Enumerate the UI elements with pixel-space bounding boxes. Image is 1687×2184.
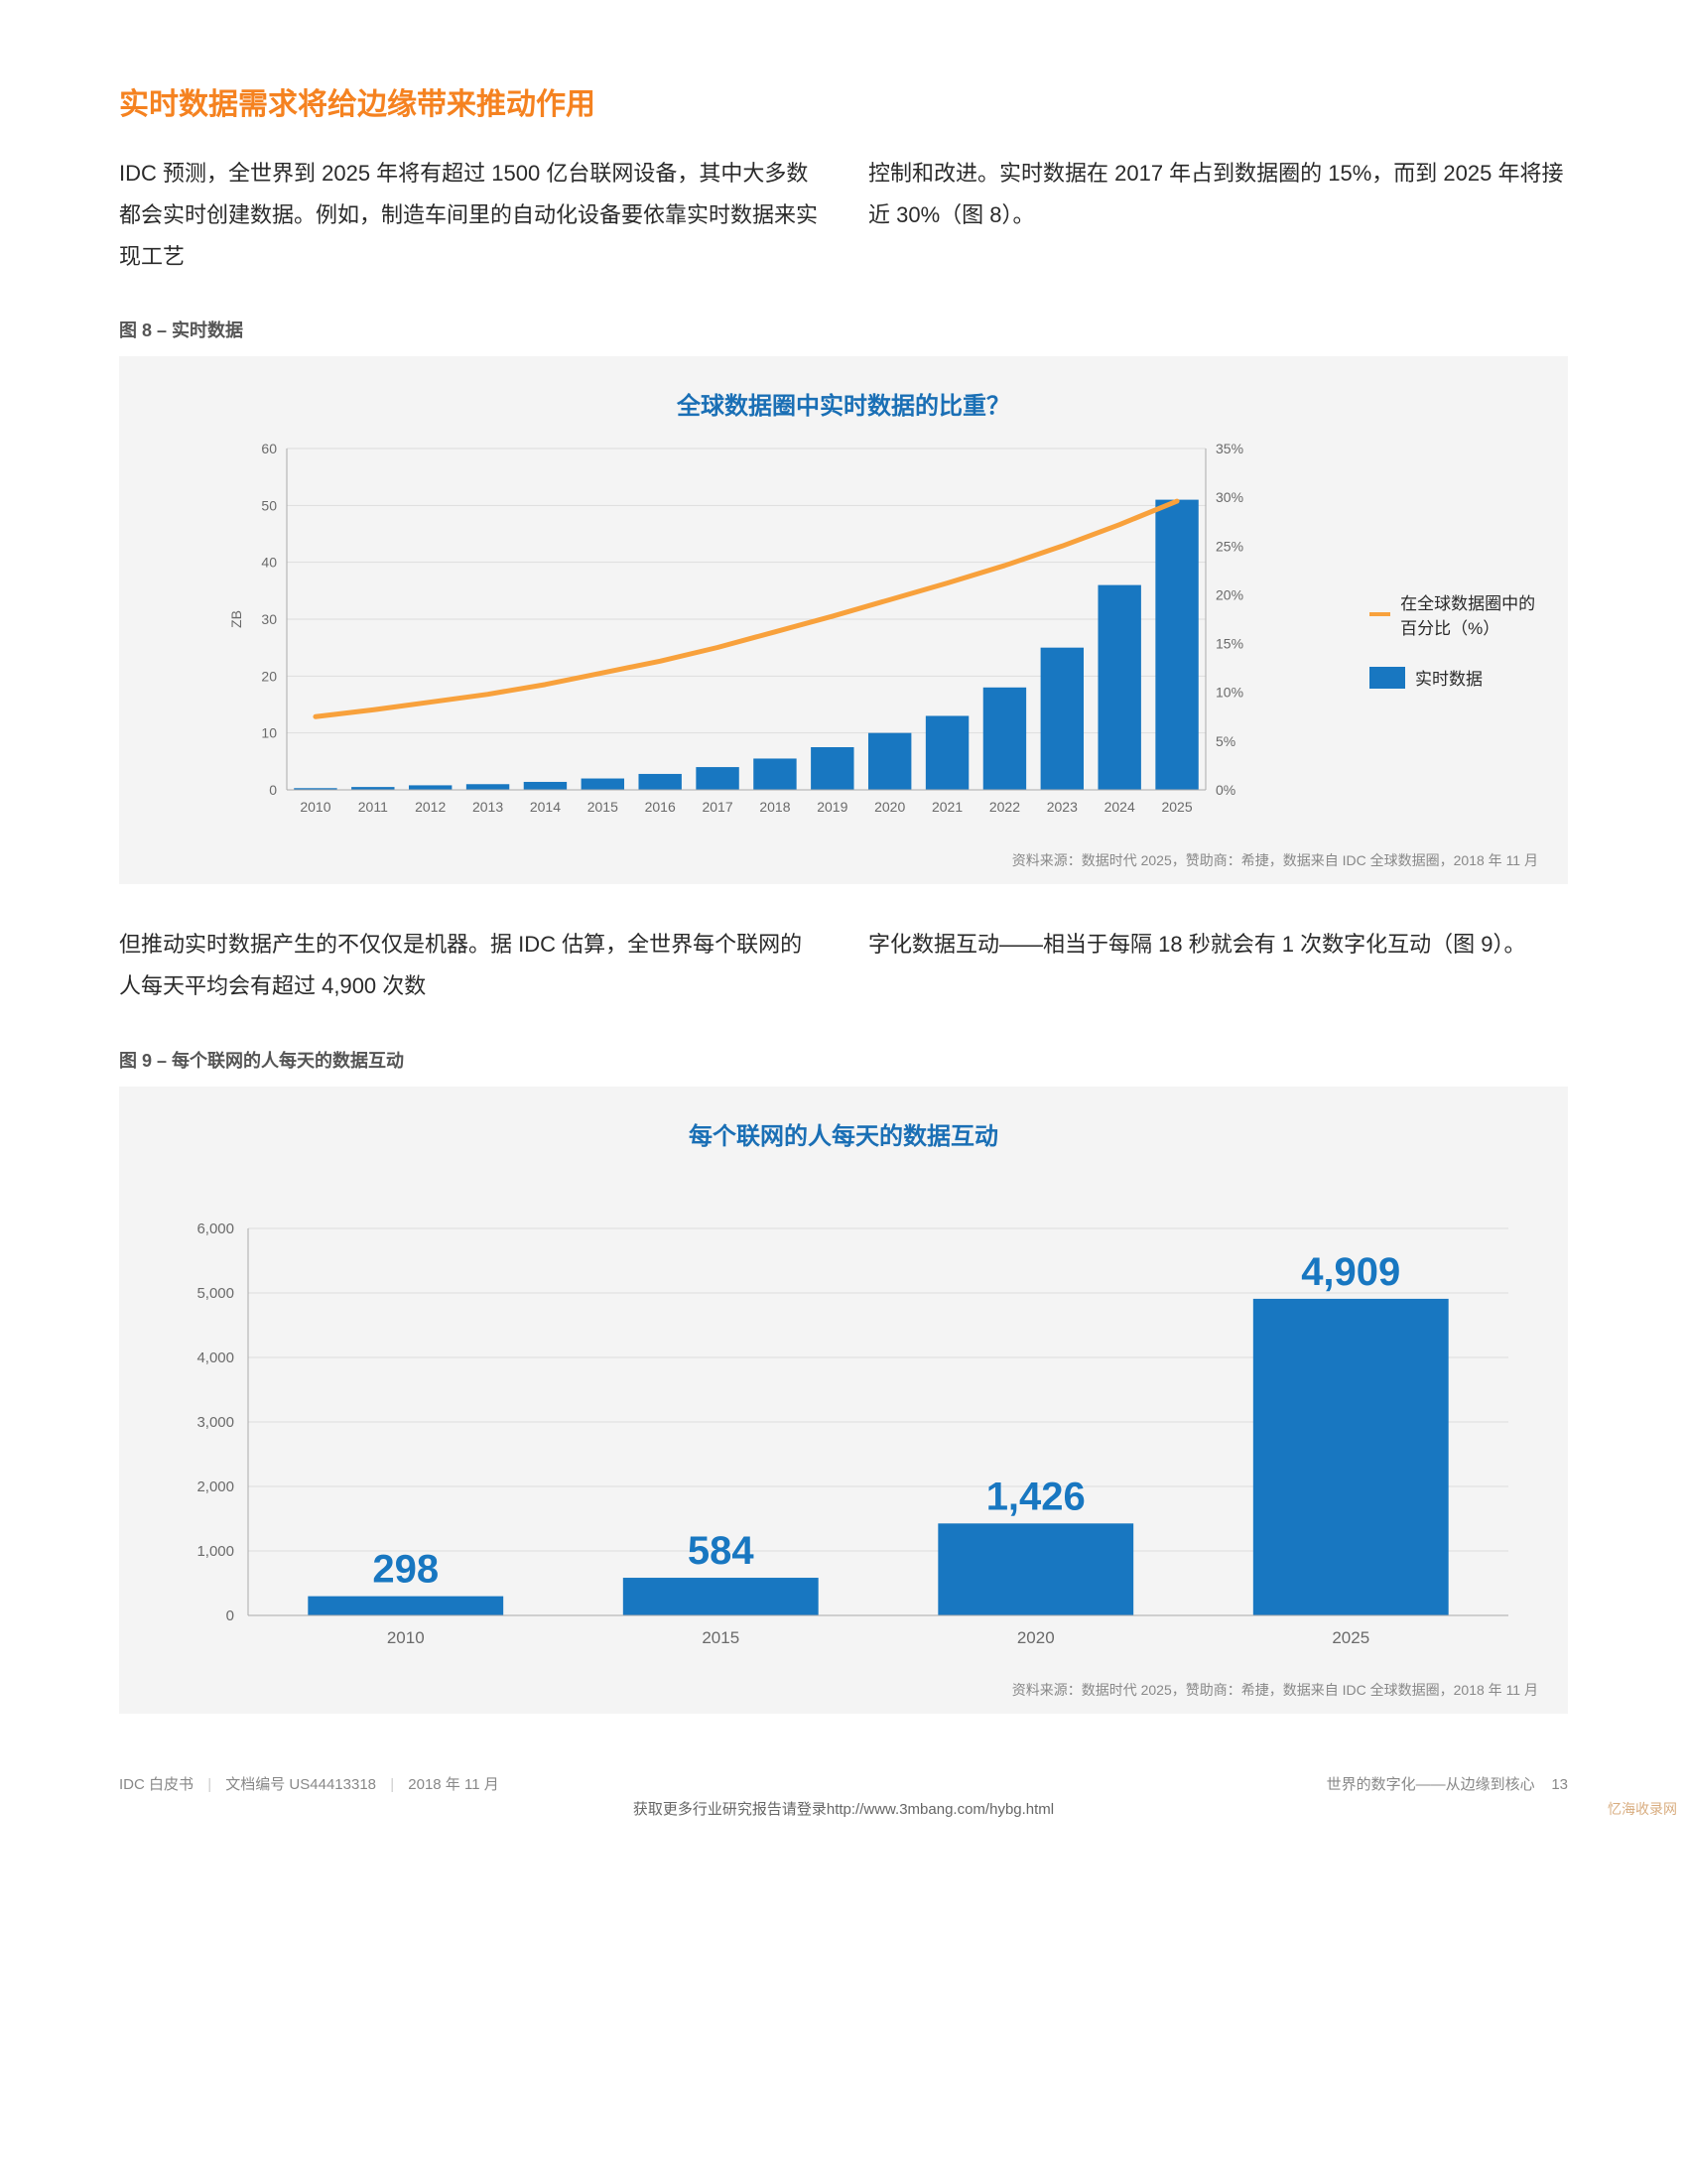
fig9-svg: 0 1,000 2,000 3,000 4,000 5,000 6,000 298 2010 58… [149,1169,1538,1665]
svg-text:2023: 2023 [1047,799,1078,815]
svg-text:2017: 2017 [702,799,732,815]
svg-text:2022: 2022 [989,799,1020,815]
svg-text:2020: 2020 [1017,1628,1055,1647]
svg-text:10: 10 [261,725,277,741]
svg-text:2025: 2025 [1332,1628,1369,1647]
fig8-title: 全球数据圈中实时数据的比重？ [149,386,1538,421]
fig8-legend: 在全球数据圈中的百分比（%） 实时数据 [1340,439,1538,840]
page-title: 实时数据需求将给边缘带来推动作用 [119,79,1568,123]
svg-text:15%: 15% [1216,636,1243,652]
svg-text:4,909: 4,909 [1301,1250,1400,1294]
svg-text:2021: 2021 [932,799,963,815]
svg-text:2018: 2018 [759,799,790,815]
mid-right: 字化数据互动——相当于每隔 18 秒就会有 1 次数字化互动（图 9）。 [868,924,1568,1007]
mid-left: 但推动实时数据产生的不仅仅是机器。据 IDC 估算，全世界每个联网的人每天平均会… [119,924,819,1007]
svg-text:50: 50 [261,498,277,514]
svg-text:1,426: 1,426 [986,1475,1086,1518]
footer-date: 2018 年 11 月 [408,1776,498,1793]
fig8-chart: 全球数据圈中实时数据的比重？ 0 10 20 30 40 50 60 0% 5% 10% 15% 20… [119,356,1568,884]
svg-text:2020: 2020 [874,799,905,815]
svg-text:30: 30 [261,611,277,627]
svg-text:584: 584 [688,1529,754,1573]
svg-text:2,000: 2,000 [196,1478,234,1495]
fig9-title: 每个联网的人每天的数据互动 [149,1116,1538,1151]
svg-text:2025: 2025 [1161,799,1192,815]
svg-text:1,000: 1,000 [196,1543,234,1560]
svg-text:298: 298 [372,1548,439,1592]
svg-text:60: 60 [261,441,277,456]
svg-text:20: 20 [261,669,277,685]
svg-text:5,000: 5,000 [196,1285,234,1302]
svg-text:2013: 2013 [472,799,503,815]
legend-line-label: 在全球数据圈中的百分比（%） [1400,589,1538,639]
svg-text:35%: 35% [1216,441,1243,456]
svg-text:3,000: 3,000 [196,1414,234,1431]
footer-right-title: 世界的数字化——从边缘到核心 [1327,1776,1535,1793]
svg-text:2015: 2015 [702,1628,739,1647]
legend-bar-label: 实时数据 [1415,665,1483,690]
svg-text:2015: 2015 [587,799,618,815]
svg-text:20%: 20% [1216,587,1243,603]
svg-text:25%: 25% [1216,539,1243,555]
fig9-chart: 每个联网的人每天的数据互动 0 1,000 2,000 3,000 4,000 5,000… [119,1087,1568,1714]
mid-columns: 但推动实时数据产生的不仅仅是机器。据 IDC 估算，全世界每个联网的人每天平均会… [119,924,1568,1007]
svg-text:ZB: ZB [228,610,244,628]
svg-text:5%: 5% [1216,733,1235,749]
fig8-svg: 0 10 20 30 40 50 60 0% 5% 10% 15% 20% 25% 30% 35% ZB 201… [149,439,1340,835]
intro-right: 控制和改进。实时数据在 2017 年占到数据圈的 15%，而到 2025 年将接… [868,153,1568,277]
svg-text:2024: 2024 [1104,799,1135,815]
svg-text:2011: 2011 [358,799,388,815]
fig8-source: 资料来源：数据时代 2025，赞助商：希捷，数据来自 IDC 全球数据圈，201… [149,850,1538,870]
watermark: 忆海收录网 [1608,1799,1677,1819]
svg-text:0: 0 [226,1607,234,1624]
svg-text:2019: 2019 [817,799,847,815]
page-footer: IDC 白皮书 | 文档编号 US44413318 | 2018 年 11 月 … [119,1773,1568,1794]
svg-text:2010: 2010 [300,799,330,815]
legend-line-pct: 在全球数据圈中的百分比（%） [1369,589,1538,639]
svg-text:0%: 0% [1216,782,1235,798]
svg-text:10%: 10% [1216,685,1243,701]
svg-text:2010: 2010 [387,1628,425,1647]
footer-page-number: 13 [1551,1776,1568,1793]
svg-text:0: 0 [269,782,277,798]
legend-bar-realtime: 实时数据 [1369,665,1538,690]
svg-text:6,000: 6,000 [196,1220,234,1237]
fig9-source: 资料来源：数据时代 2025，赞助商：希捷，数据来自 IDC 全球数据圈，201… [149,1680,1538,1700]
footer-whitepaper: IDC 白皮书 [119,1776,194,1793]
svg-text:2016: 2016 [645,799,676,815]
svg-text:30%: 30% [1216,490,1243,506]
svg-text:2014: 2014 [530,799,561,815]
svg-text:2012: 2012 [415,799,446,815]
fig9-label: 图 9 – 每个联网的人每天的数据互动 [119,1047,1568,1073]
footer-subline: 获取更多行业研究报告请登录http://www.3mbang.com/hybg.… [119,1798,1568,1819]
fig8-label: 图 8 – 实时数据 [119,317,1568,342]
intro-columns: IDC 预测，全世界到 2025 年将有超过 1500 亿台联网设备，其中大多数… [119,153,1568,277]
svg-text:40: 40 [261,555,277,571]
footer-docnum: 文档编号 US44413318 [225,1776,376,1793]
intro-left: IDC 预测，全世界到 2025 年将有超过 1500 亿台联网设备，其中大多数… [119,153,819,277]
svg-text:4,000: 4,000 [196,1349,234,1366]
